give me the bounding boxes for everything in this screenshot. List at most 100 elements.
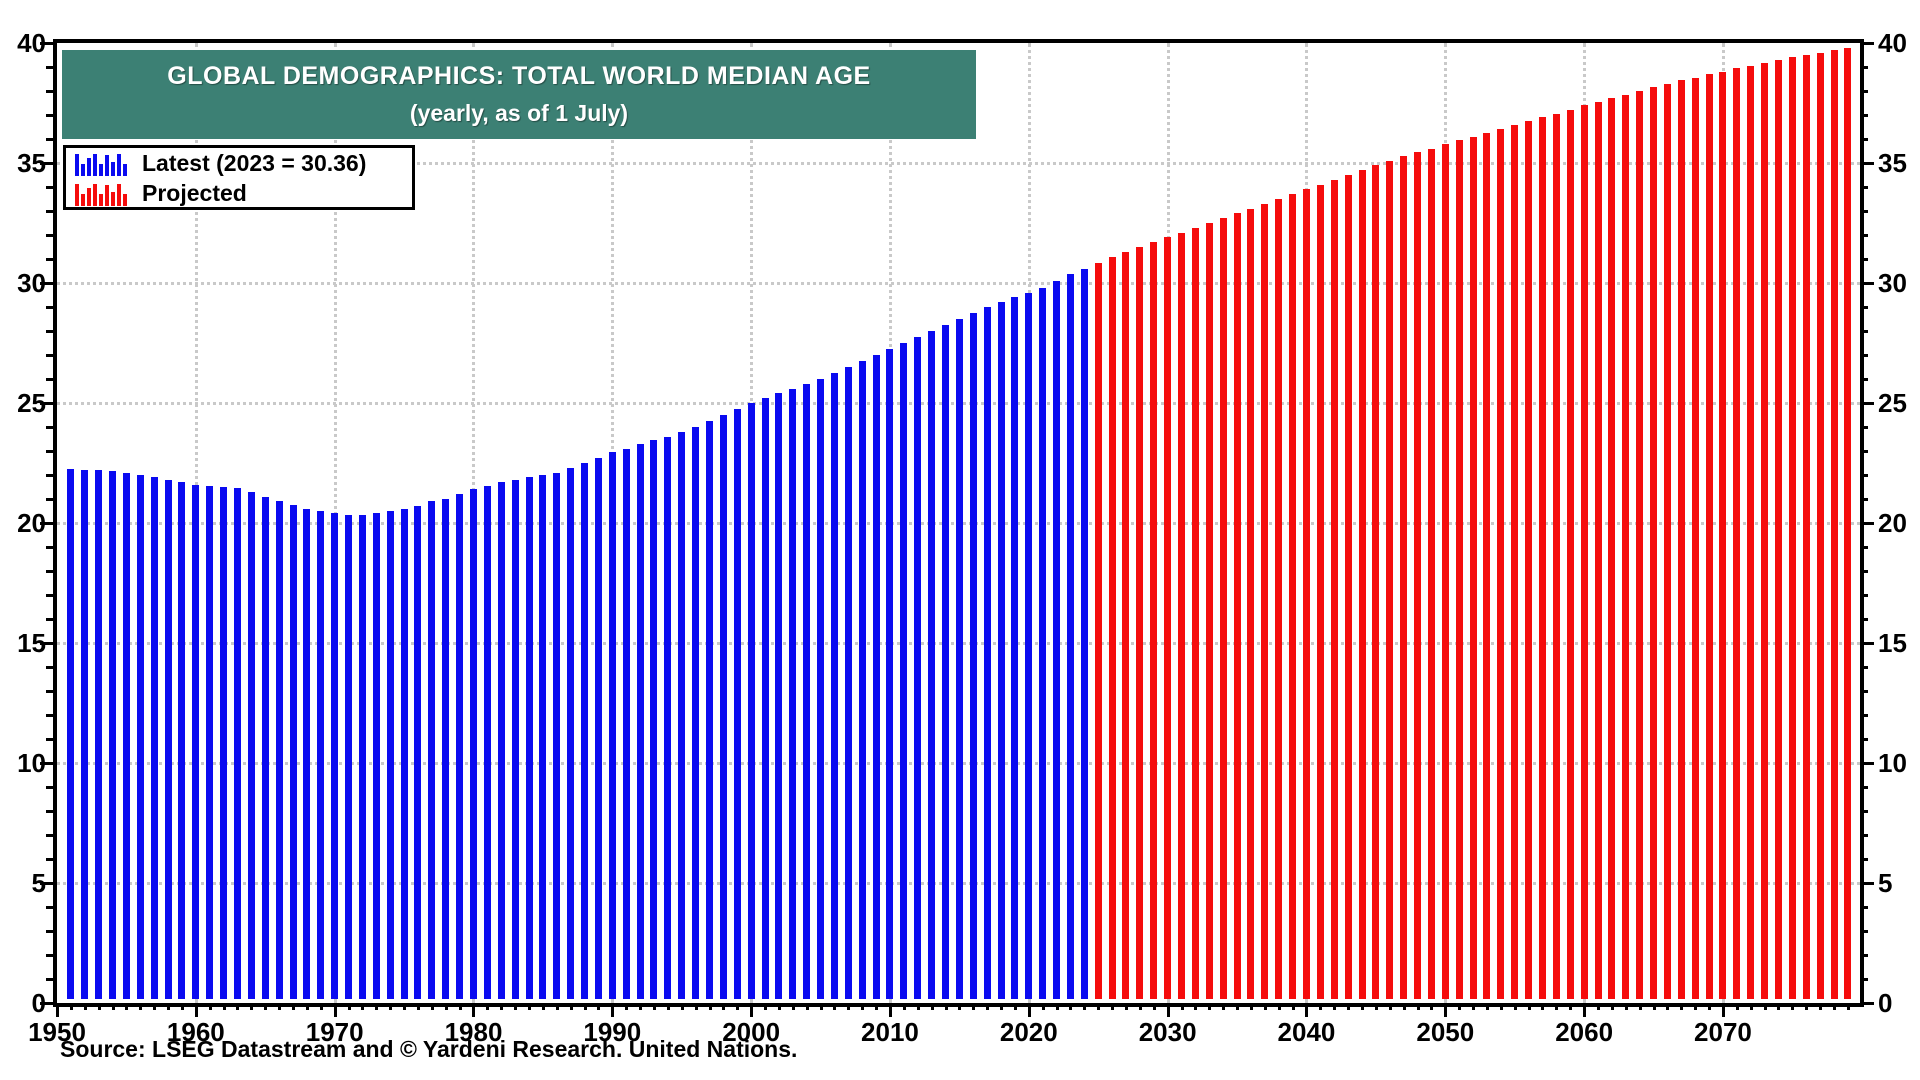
x-axis-tick-label: 2060	[1555, 1017, 1614, 1047]
bar-latest	[136, 475, 144, 999]
y-axis-tick	[1861, 138, 1868, 141]
x-axis-tick	[1666, 1004, 1670, 1010]
bar-latest	[345, 514, 353, 999]
y-axis-tick	[1861, 282, 1874, 285]
x-axis-tick	[125, 1004, 129, 1010]
x-axis-tick	[875, 1004, 879, 1010]
x-axis-tick	[708, 1004, 712, 1010]
y-axis-tick	[46, 546, 53, 549]
x-axis-tick	[319, 1004, 323, 1010]
x-axis-tick	[278, 1004, 282, 1010]
x-axis-tick	[361, 1004, 365, 1010]
x-axis-tick	[569, 1004, 573, 1010]
y-axis-tick	[1861, 786, 1868, 789]
x-axis-tick	[916, 1004, 920, 1010]
y-axis-tick	[1861, 882, 1874, 885]
x-axis-tick-label: 2040	[1277, 1017, 1336, 1047]
x-axis-tick-label: 1990	[583, 1017, 642, 1047]
bar-projected	[1844, 47, 1852, 999]
bar-latest	[178, 482, 186, 999]
x-axis-tick	[555, 1004, 559, 1010]
x-axis-tick	[1291, 1004, 1295, 1010]
bar-latest	[164, 479, 172, 999]
bar-projected	[1663, 83, 1671, 999]
x-axis-tick	[791, 1004, 795, 1010]
y-axis-tick-label: 30	[17, 268, 46, 298]
x-axis-tick	[1236, 1004, 1240, 1010]
x-axis-tick	[416, 1004, 420, 1010]
y-axis-tick	[46, 498, 53, 501]
y-axis-tick	[40, 522, 53, 525]
bar-latest	[95, 470, 103, 999]
x-axis-tick	[97, 1004, 101, 1010]
bar-latest	[525, 477, 533, 999]
y-axis-tick	[46, 834, 53, 837]
y-axis-tick	[1861, 354, 1868, 357]
x-axis-tick	[458, 1004, 462, 1010]
x-axis-tick	[833, 1004, 837, 1010]
y-axis-tick	[40, 42, 53, 45]
x-axis-tick	[514, 1004, 518, 1010]
x-axis-tick	[1000, 1004, 1004, 1010]
bar-projected	[1205, 223, 1213, 999]
y-axis-tick	[1861, 594, 1868, 597]
y-axis-tick	[46, 858, 53, 861]
bar-projected	[1275, 199, 1283, 999]
bar-projected	[1830, 50, 1838, 999]
x-axis-tick	[1833, 1004, 1837, 1010]
bar-latest	[483, 485, 491, 999]
y-axis-tick	[1861, 474, 1868, 477]
x-axis-tick	[1249, 1004, 1253, 1010]
bar-latest	[539, 475, 547, 999]
x-axis-tick	[194, 1004, 198, 1017]
bar-latest	[997, 302, 1005, 999]
y-axis-tick	[1861, 978, 1868, 981]
bar-latest	[469, 489, 477, 999]
bar-projected	[1483, 133, 1491, 999]
y-axis-tick	[1861, 522, 1874, 525]
x-axis-tick	[208, 1004, 212, 1010]
bar-latest	[331, 513, 339, 999]
chart-subtitle: (yearly, as of 1 July)	[409, 100, 629, 126]
bar-latest	[428, 501, 436, 999]
bar-latest	[969, 313, 977, 999]
y-axis-tick	[1861, 306, 1868, 309]
legend-item-latest: Latest (2023 = 30.36)	[74, 149, 412, 178]
bar-latest	[456, 494, 464, 999]
bar-projected	[1219, 218, 1227, 999]
x-axis-tick	[1374, 1004, 1378, 1010]
bar-projected	[1150, 242, 1158, 999]
x-axis-tick	[652, 1004, 656, 1010]
x-axis-tick	[69, 1004, 73, 1010]
bar-latest	[719, 415, 727, 999]
x-axis-tick	[597, 1004, 601, 1010]
x-axis-tick	[1749, 1004, 1753, 1010]
x-axis-tick	[1610, 1004, 1614, 1010]
x-axis-tick	[1111, 1004, 1115, 1010]
y-axis-tick	[46, 210, 53, 213]
x-axis-tick-label: 2030	[1138, 1017, 1197, 1047]
x-axis-tick	[1263, 1004, 1267, 1010]
x-axis-tick	[1305, 1004, 1309, 1017]
x-axis-tick	[736, 1004, 740, 1010]
bar-latest	[109, 471, 117, 999]
bar-projected	[1330, 179, 1338, 999]
y-axis-tick	[1861, 498, 1868, 501]
bar-latest	[983, 307, 991, 999]
y-axis-tick	[46, 90, 53, 93]
bar-latest	[636, 443, 644, 999]
x-axis-tick	[1333, 1004, 1337, 1010]
x-axis-tick	[1013, 1004, 1017, 1010]
x-axis-tick	[1597, 1004, 1600, 1010]
bar-projected	[1233, 213, 1241, 999]
x-axis-tick	[236, 1004, 240, 1010]
source-attribution: Source: LSEG Datastream and © Yardeni Re…	[60, 1036, 798, 1062]
y-axis-tick-label: 0	[1878, 988, 1893, 1018]
bar-projected	[1733, 68, 1741, 999]
y-axis-tick	[1861, 186, 1868, 189]
bar-latest	[581, 463, 589, 999]
bar-latest	[761, 398, 769, 999]
y-axis-tick	[1861, 906, 1868, 909]
bar-projected	[1386, 160, 1394, 999]
y-axis-tick	[46, 114, 53, 117]
